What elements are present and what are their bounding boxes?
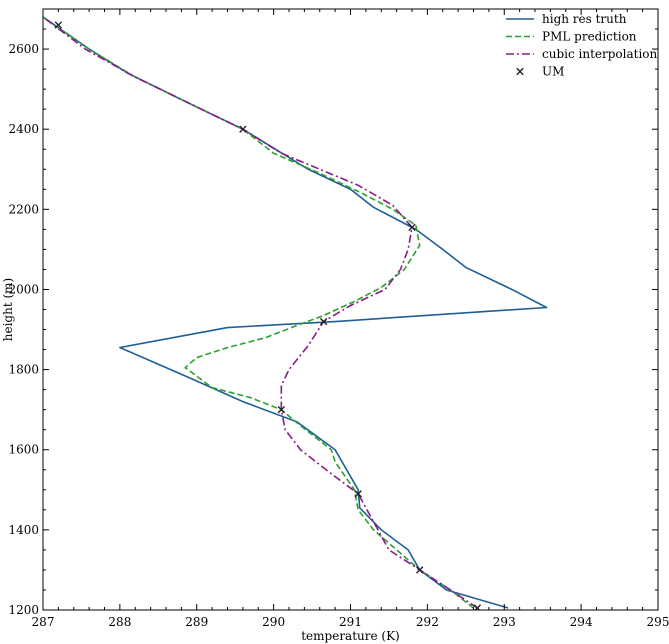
legend-label-2: cubic interpolation	[542, 47, 658, 61]
x-tick-label: 294	[570, 615, 593, 629]
um-marker	[54, 21, 63, 29]
y-axis-title: height (m)	[1, 278, 15, 341]
marker-layer	[54, 21, 482, 610]
y-tick-label: 2000	[8, 282, 39, 296]
um-marker	[239, 125, 247, 133]
x-tick-label: 295	[647, 615, 669, 629]
um-marker	[277, 405, 286, 414]
legend-label-um: UM	[542, 65, 564, 79]
legend: high res truth PML prediction cubic interp…	[506, 12, 658, 79]
x-tick-label: 287	[32, 615, 55, 629]
um-marker	[319, 317, 328, 326]
ticks-layer: 287 288 289 290 291 292 293 294 295 1200 1400 1600 1…	[8, 8, 669, 629]
um-marker	[473, 604, 482, 610]
y-tick-label: 1200	[8, 603, 39, 617]
legend-label-0: high res truth	[542, 12, 627, 26]
series-line-1	[43, 16, 474, 609]
y-tick-label: 1800	[8, 363, 39, 377]
um-marker	[408, 223, 416, 232]
series-layer	[43, 16, 548, 609]
x-tick-label: 290	[262, 615, 285, 629]
legend-label-1: PML prediction	[542, 30, 637, 44]
um-marker	[415, 566, 424, 574]
x-tick-label: 293	[493, 615, 516, 629]
y-tick-label: 2400	[8, 122, 39, 136]
y-tick-label: 1600	[8, 443, 39, 457]
x-tick-label: 289	[185, 615, 208, 629]
legend-marker-um	[516, 67, 524, 76]
y-tick-label: 2200	[8, 202, 39, 216]
y-tick-label: 1400	[8, 523, 39, 537]
x-axis-title: temperature (K)	[301, 629, 400, 643]
x-tick-label: 291	[339, 615, 362, 629]
um-marker	[354, 490, 362, 498]
plot-frame	[42, 8, 659, 611]
series-line-0	[43, 16, 548, 609]
y-tick-label: 2600	[8, 42, 39, 56]
x-tick-label: 288	[108, 615, 131, 629]
x-tick-label: 292	[416, 615, 439, 629]
series-line-2	[43, 16, 478, 609]
